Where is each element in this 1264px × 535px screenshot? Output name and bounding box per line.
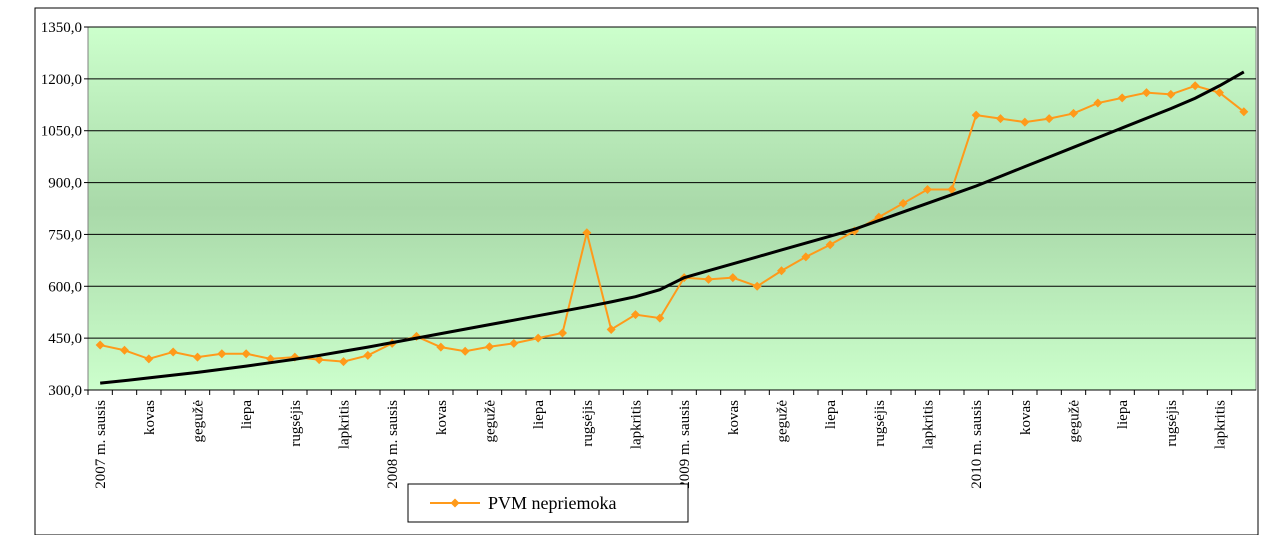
point-marker (631, 310, 640, 320)
x-tick-label: gegužė (775, 400, 791, 443)
point-marker (144, 354, 154, 364)
point-marker (801, 252, 811, 262)
point-marker (1239, 107, 1249, 117)
x-tick-label: lapkritis (921, 400, 937, 449)
point-marker (606, 325, 616, 334)
legend-label: PVM nepriemoka (488, 493, 616, 513)
x-tick-label: lapkritis (629, 400, 645, 449)
x-tick-label: rugsėjis (872, 400, 888, 447)
point-marker (193, 352, 202, 362)
x-tick-label: liepa (531, 400, 547, 429)
point-marker (1166, 89, 1176, 99)
x-tick-label: rugsėjis (1164, 400, 1180, 447)
x-tick-label: gegužė (1067, 400, 1083, 443)
x-tick-label: liepa (823, 400, 839, 429)
point-marker (485, 342, 494, 352)
point-marker (168, 347, 178, 357)
point-marker (120, 345, 129, 355)
point-marker (1215, 88, 1224, 98)
x-tick-label: 2008 m. sausis (385, 400, 401, 489)
point-marker (1142, 88, 1151, 98)
x-tick-label: rugsėjis (580, 400, 596, 447)
point-marker (460, 346, 470, 356)
point-marker (314, 355, 324, 365)
x-tick-label: 2010 m. sausis (969, 400, 985, 489)
x-tick-label: liepa (1115, 400, 1131, 429)
point-marker (1020, 117, 1030, 127)
series-line (100, 70, 1245, 385)
point-marker (363, 350, 373, 360)
x-tick-label: kovas (434, 400, 450, 435)
point-marker (241, 349, 251, 359)
point-marker (947, 184, 957, 194)
x-tick-label: liepa (239, 400, 255, 429)
point-marker (509, 338, 519, 348)
point-marker (436, 342, 446, 352)
y-tick-label: 600,0 (48, 279, 82, 295)
y-tick-label: 300,0 (48, 383, 82, 399)
point-marker (825, 240, 835, 250)
point-marker (533, 333, 543, 343)
point-marker (339, 357, 348, 367)
point-marker (217, 349, 227, 359)
x-tick-label: rugsėjis (288, 400, 304, 447)
x-tick-label: kovas (142, 400, 158, 435)
point-marker (582, 228, 592, 238)
x-tick-label: lapkritis (1213, 400, 1229, 449)
y-tick-label: 1050,0 (41, 124, 82, 140)
x-tick-label: kovas (726, 400, 742, 435)
point-marker (704, 274, 713, 284)
x-tick-label: 2009 m. sausis (677, 400, 693, 489)
point-marker (777, 266, 786, 276)
point-marker (728, 273, 738, 283)
plot-area (87, 26, 1257, 391)
y-tick-label: 450,0 (48, 331, 82, 347)
point-marker (1190, 81, 1200, 91)
point-marker (655, 313, 665, 323)
x-tick-label: gegužė (483, 400, 499, 443)
point-marker (923, 184, 932, 194)
point-marker (971, 110, 981, 120)
x-tick-label: kovas (1018, 400, 1034, 435)
legend-marker (450, 498, 460, 508)
point-marker (1044, 114, 1054, 124)
point-marker (1093, 98, 1103, 108)
y-tick-label: 900,0 (48, 176, 82, 192)
x-tick-label: lapkritis (337, 400, 353, 449)
point-marker (898, 198, 908, 208)
y-tick-label: 750,0 (48, 227, 82, 243)
point-marker (752, 281, 762, 291)
point-marker (95, 340, 105, 350)
y-tick-label: 1200,0 (41, 72, 82, 88)
point-marker (1069, 108, 1078, 118)
point-marker (996, 114, 1005, 124)
point-marker (1117, 93, 1127, 103)
x-tick-label: 2007 m. sausis (93, 400, 109, 489)
x-tick-label: gegužė (191, 400, 207, 443)
y-tick-label: 1350,0 (41, 20, 82, 36)
point-marker (558, 328, 567, 338)
